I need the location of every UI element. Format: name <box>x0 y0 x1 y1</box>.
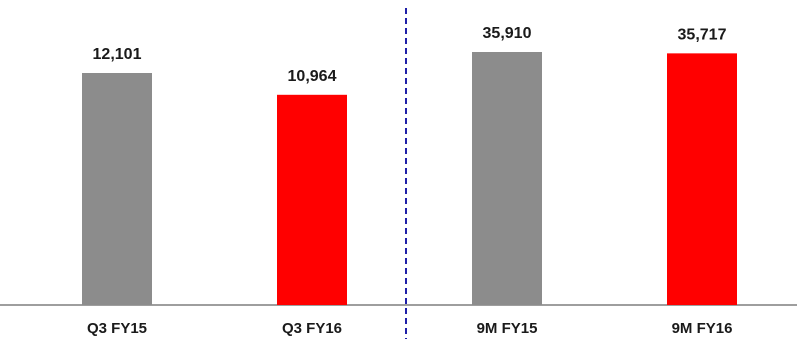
x-tick-label: Q3 FY15 <box>87 320 147 337</box>
bar-9m-fy15 <box>472 52 542 305</box>
bar-9m-fy16 <box>667 53 737 306</box>
chart-marks: 12,101 Q3 FY15 10,964 Q3 FY16 35,910 9M FY15 3… <box>82 25 737 337</box>
x-tick-label: 9M FY16 <box>672 320 733 337</box>
bar-q3-fy16 <box>277 94 347 306</box>
data-label: 35,717 <box>678 26 727 43</box>
data-label: 10,964 <box>288 68 337 85</box>
data-label: 35,910 <box>483 25 532 42</box>
x-tick-label: Q3 FY16 <box>282 320 342 337</box>
data-label: 12,101 <box>93 46 142 63</box>
x-tick-label: 9M FY15 <box>477 320 538 337</box>
bar-q3-fy15 <box>82 73 152 305</box>
